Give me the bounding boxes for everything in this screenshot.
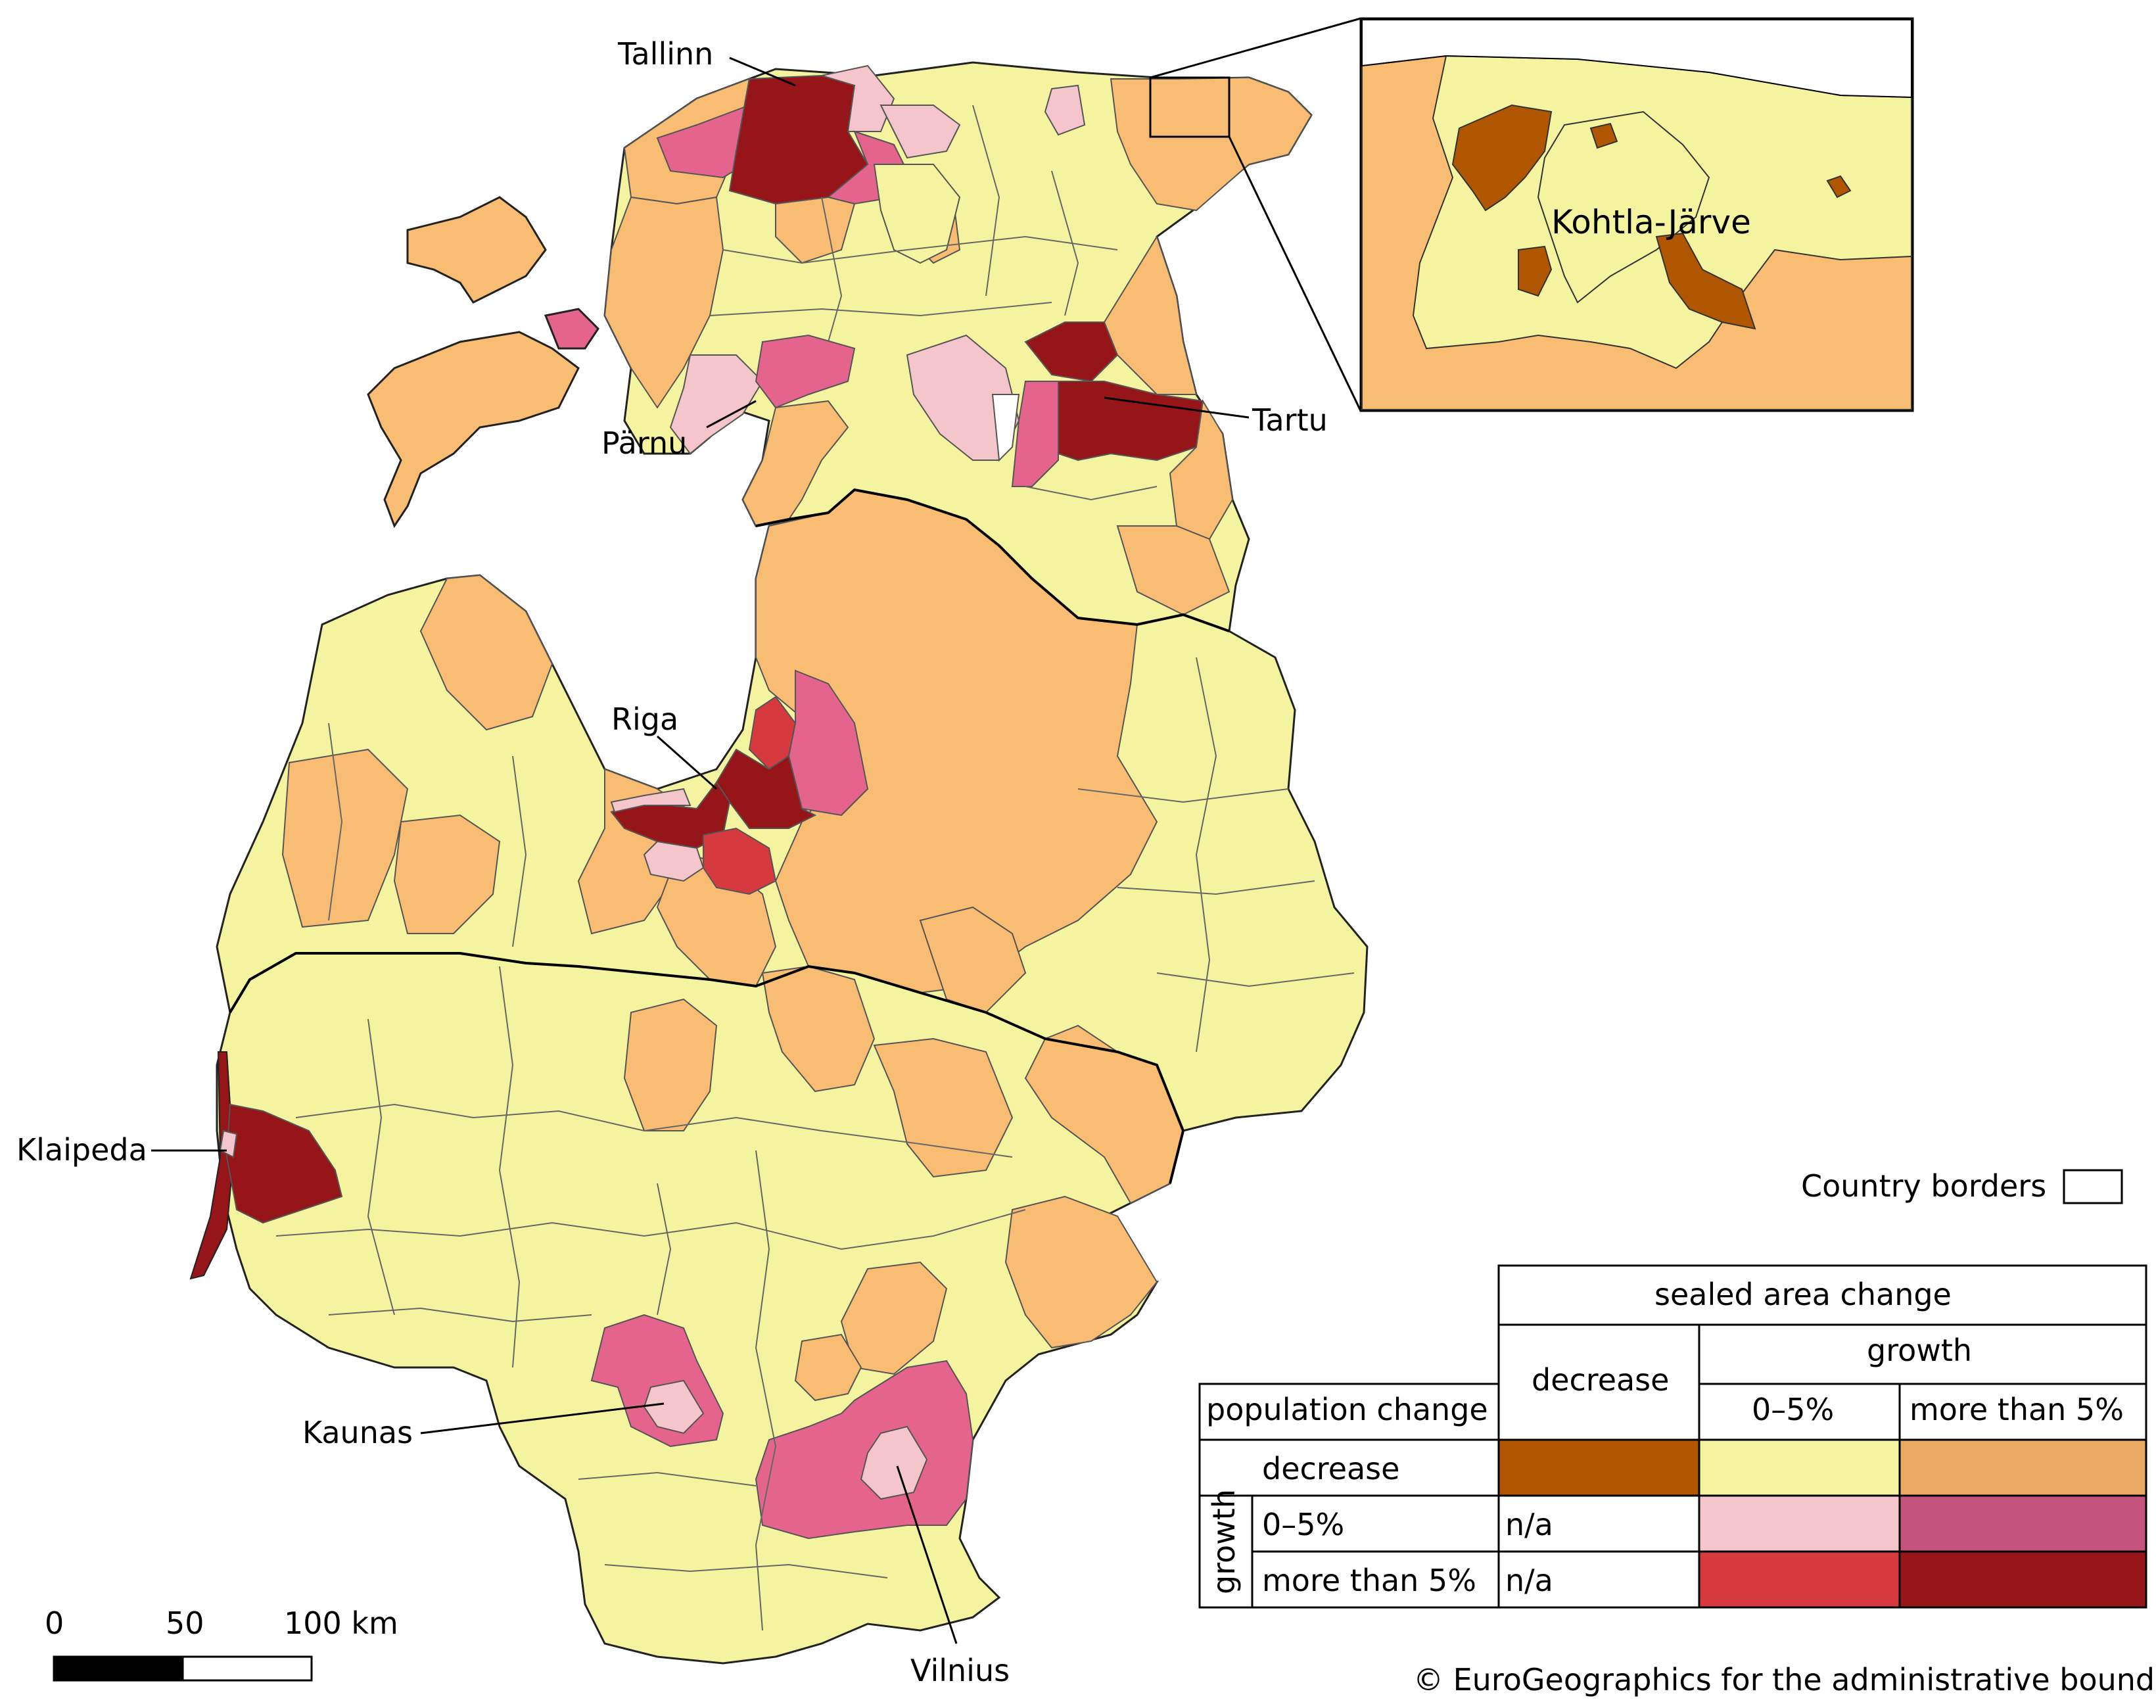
swatch-g5-gt5 [1898,1550,2147,1609]
city-label-tartu: Tartu [1252,402,1328,438]
swatch-g5-05 [1698,1550,1901,1609]
swatch-dec-gt5 [1898,1438,2147,1497]
legend-decrease-col: decrease [1532,1362,1669,1398]
scale-tick-100: 100 km [284,1605,398,1641]
inset-map: Kohtla-Järve [1359,17,1914,412]
city-label-parnu: Pärnu [601,425,687,461]
curonian-spit [189,1051,235,1280]
inset-city-label: Kohtla-Järve [1551,203,1751,241]
swatch-dec-dec [1497,1438,1700,1497]
city-label-tallinn: Tallinn [617,36,713,72]
legend-pop-0-5: 0–5% [1262,1507,1344,1542]
country-borders [229,488,1230,1184]
legend-country-borders: Country borders [1801,1168,2123,1204]
city-label-vilnius: Vilnius [910,1653,1010,1688]
inset-locator-box [1149,76,1230,138]
lithuania-regions [219,965,1158,1540]
city-label-riga: Riga [611,701,678,737]
estonia-regions [603,64,1313,616]
legend-pop-decrease: decrease [1262,1451,1399,1486]
saaremaa-island [367,331,580,529]
legend-col-0-5: 0–5% [1752,1392,1834,1427]
city-label-kaunas: Kaunas [302,1415,413,1450]
city-label-klaipeda: Klaipeda [16,1132,147,1168]
swatch-dec-0-5 [1698,1438,1901,1497]
legend-na-2: n/a [1505,1563,1553,1598]
legend-growth-col: growth [1867,1333,1972,1368]
swatch-g05-gt5 [1898,1494,2147,1553]
latvia-regions [281,488,1184,1204]
scale-tick-50: 50 [166,1605,204,1641]
legend-col-more-5: more than 5% [1910,1392,2124,1427]
copyright-notice: © EuroGeographics for the administrative… [1413,1662,2156,1697]
scale-tick-0: 0 [45,1605,64,1641]
swatch-g05-05 [1698,1494,1901,1553]
inset-connector-top [1150,17,1361,79]
hiiumaa-island [406,196,547,304]
legend-pop-growth: growth [1206,1489,1242,1594]
legend-sealed-header: sealed area change [1654,1277,1952,1312]
inset-connector-bottom [1228,136,1362,412]
small-island [544,308,599,350]
scale-bar: 0 50 100 km [45,1605,398,1682]
legend-table: sealed area change decrease growth 0–5% … [1198,1264,2147,1609]
municipal-boundaries [275,105,1355,1631]
legend-pop-more-5: more than 5% [1262,1563,1476,1598]
legend-borders-label: Country borders [1801,1168,2046,1204]
legend-population-change: population change [1206,1392,1488,1427]
legend-na-1: n/a [1505,1507,1553,1542]
city-labels: Tallinn Pärnu Tartu Riga Klaipeda Kaunas… [16,36,1328,1688]
